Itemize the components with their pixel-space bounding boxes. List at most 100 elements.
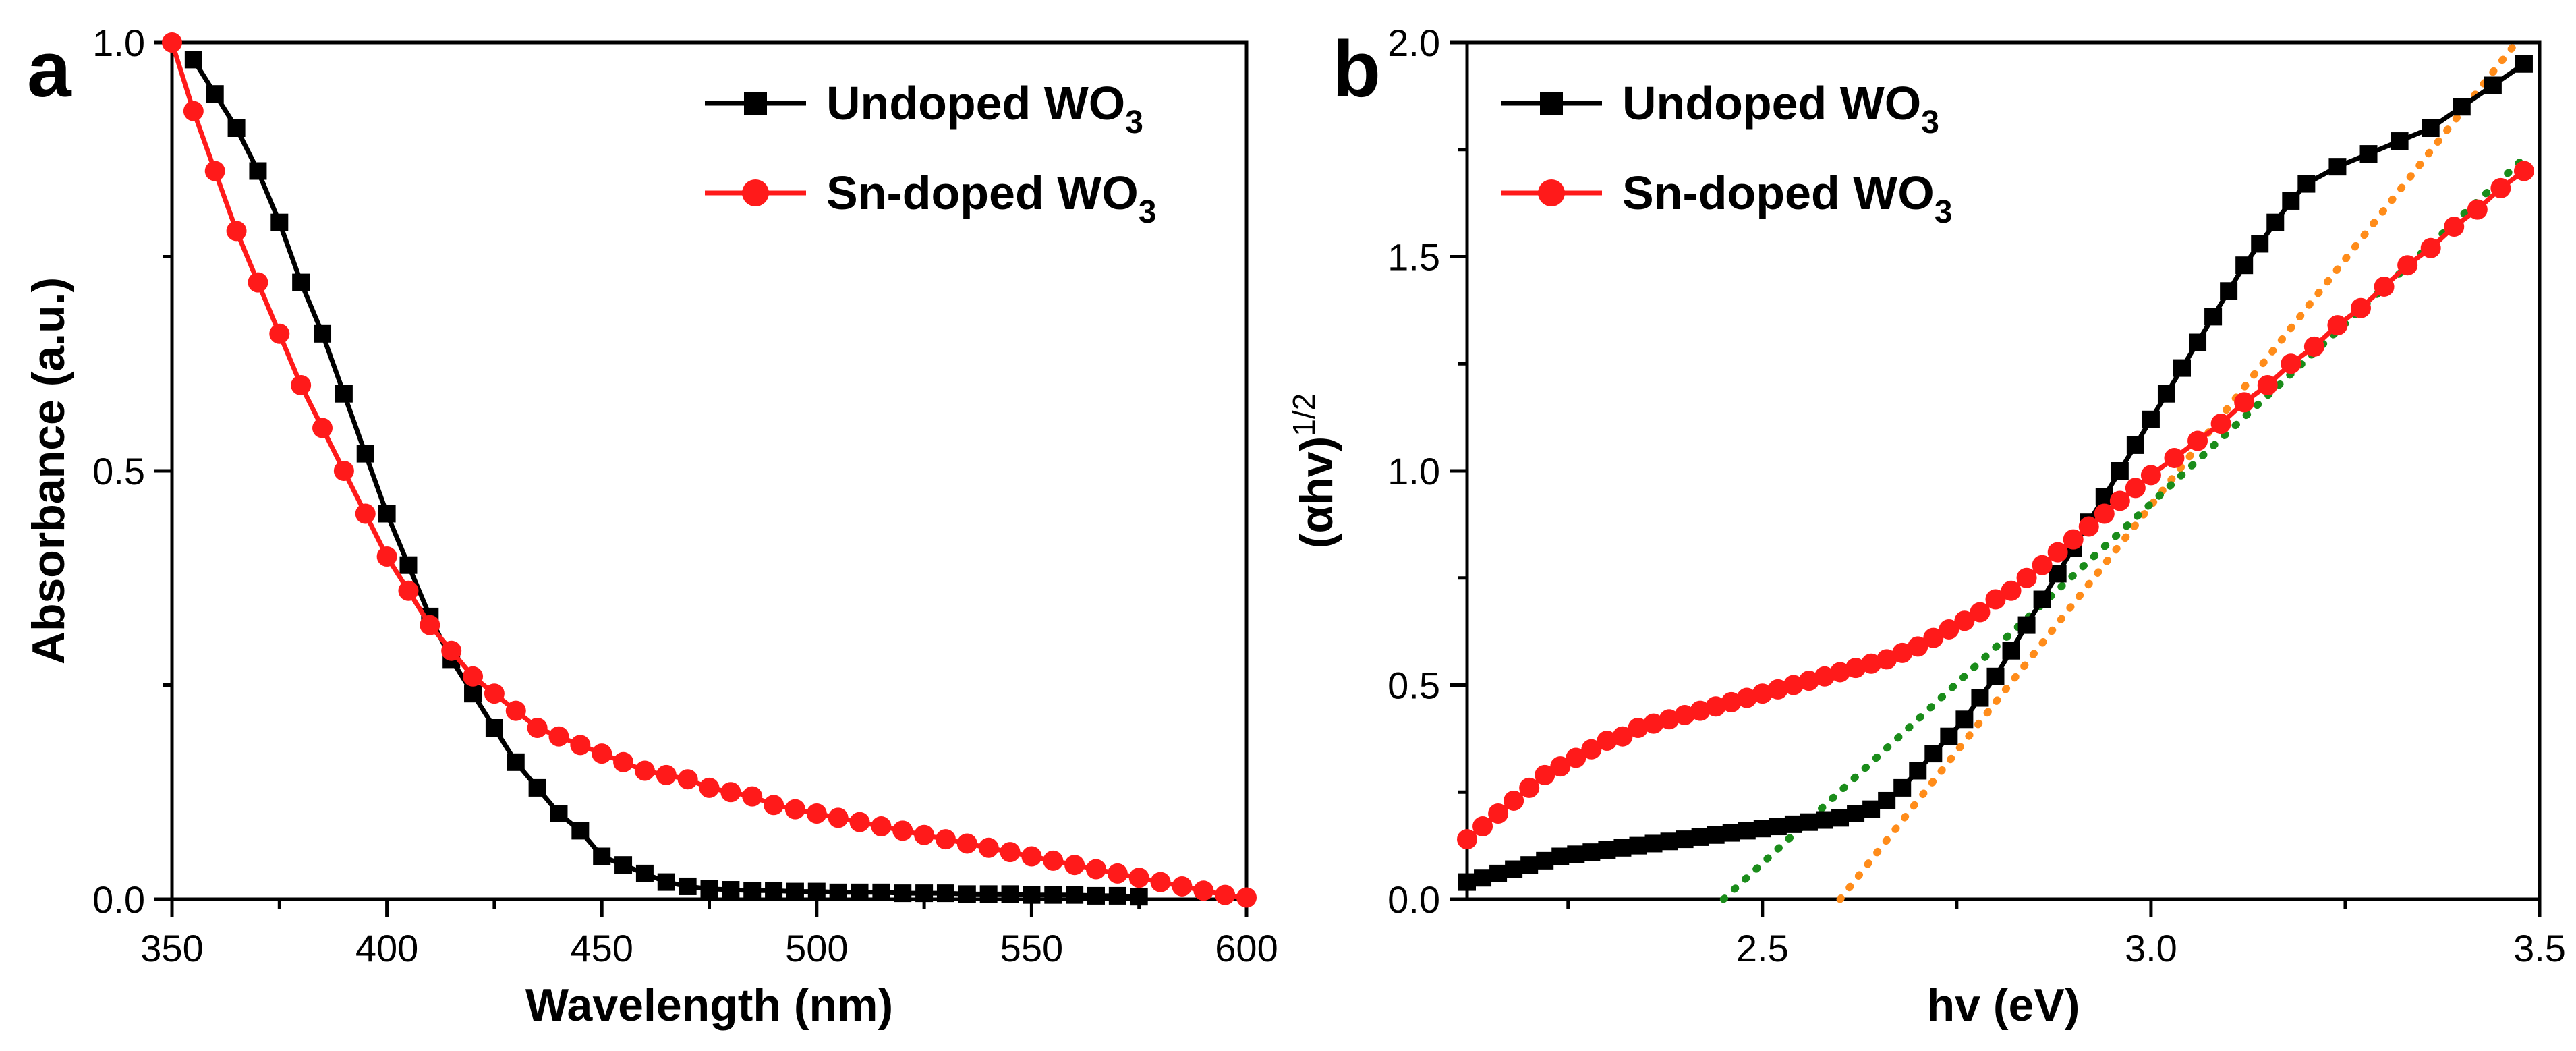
data-point-undoped [1831,809,1850,827]
data-point-sn-doped [2327,315,2348,336]
x-axis-title: hv (eV) [1927,979,2080,1031]
data-point-sn-doped [527,718,548,738]
data-point-undoped [1940,727,1958,745]
data-point-undoped [1644,834,1663,853]
data-point-sn-doped [764,795,784,816]
data-point-sn-doped [505,700,526,721]
data-point-sn-doped [355,503,376,524]
data-point-undoped [743,882,762,900]
data-point-undoped [2111,462,2129,480]
data-point-sn-doped [2078,516,2099,537]
data-point-undoped [1598,841,1616,859]
y-tick-label: 1.5 [1387,236,1440,279]
y-axis-title: Absorbance (a.u.) [23,277,74,664]
data-point-sn-doped [699,777,720,798]
legend-label-subscript: 3 [1921,105,1939,140]
x-tick-label: 450 [570,927,633,969]
data-point-sn-doped [1597,731,1618,751]
data-point-sn-doped [828,807,849,828]
data-point-sn-doped [956,833,977,854]
data-point-sn-doped [1612,726,1633,747]
data-point-sn-doped [1150,872,1171,892]
data-point-sn-doped [1923,627,1944,648]
data-point-undoped [1862,800,1881,818]
data-point-undoped [335,385,353,403]
data-point-sn-doped [2210,414,2231,434]
data-point-sn-doped [1581,739,1602,760]
data-point-undoped [657,873,675,891]
data-point-sn-doped [2001,580,2022,601]
data-point-undoped [571,822,590,840]
data-point-undoped [1023,886,1041,904]
y-tick-label: 0.5 [1387,664,1440,707]
data-point-sn-doped [1752,683,1773,704]
data-point-sn-doped [376,546,397,567]
data-point-undoped [206,85,224,103]
data-point-undoped [1924,745,1943,763]
data-point-undoped [1613,839,1632,857]
data-point-sn-doped [634,760,655,781]
x-tick-label: 500 [785,927,848,969]
data-point-undoped [1066,886,1084,904]
data-point-sn-doped [1628,718,1649,738]
data-point-undoped [1458,873,1476,891]
data-point-sn-doped [183,101,204,121]
x-tick-label: 2.5 [1736,927,1789,969]
tangent-line-b [1836,38,2520,903]
data-point-undoped [765,882,783,900]
data-point-undoped [2484,76,2502,94]
data-point-sn-doped [2257,375,2278,395]
data-point-sn-doped [398,580,419,601]
data-point-sn-doped [978,837,999,858]
y-tick-label: 0.0 [1387,878,1440,921]
legend-label-main: Sn-doped WO [826,167,1139,219]
data-point-undoped [1909,762,1927,780]
data-point-undoped [1691,828,1709,846]
y-axis-title-main: (αhv) [1291,436,1342,548]
data-point-sn-doped [1767,679,1788,700]
data-point-undoped [2515,55,2533,73]
data-point-undoped [485,719,503,737]
data-point-undoped [2189,333,2207,351]
data-point-undoped [184,51,202,69]
y-tick-label: 0.0 [92,878,145,921]
data-point-undoped [1971,689,1989,707]
data-point-sn-doped [2187,430,2208,451]
data-point-undoped [2235,256,2254,275]
data-point-sn-doped [548,726,569,747]
data-point-sn-doped [656,764,677,785]
data-point-sn-doped [1861,653,1882,674]
data-point-sn-doped [806,803,827,824]
data-point-undoped [635,864,654,882]
data-point-sn-doped [871,816,892,837]
data-point-sn-doped [269,323,290,344]
data-point-undoped [1629,836,1647,855]
legend-marker-undoped [1540,92,1563,115]
y-tick-label: 1.0 [92,22,145,64]
data-point-undoped [1847,805,1865,822]
data-point-sn-doped [1064,855,1085,876]
data-point-sn-doped [2351,297,2371,318]
data-point-undoped [1582,843,1601,861]
data-point-sn-doped [312,418,333,438]
data-point-undoped [786,882,804,901]
data-point-sn-doped [1107,863,1128,884]
data-point-undoped [1893,778,1912,797]
data-point-sn-doped [1783,675,1804,695]
data-point-sn-doped [1236,887,1257,908]
data-point-sn-doped [1643,713,1664,734]
data-point-undoped [1676,830,1694,849]
data-point-sn-doped [1954,610,1975,631]
data-point-undoped [2033,590,2051,608]
x-tick-label: 600 [1215,927,1278,969]
data-point-sn-doped [1488,803,1509,824]
legend-label-subscript: 3 [1139,194,1157,230]
data-point-undoped [2297,175,2316,193]
data-point-sn-doped [892,820,913,841]
data-point-undoped [1130,888,1148,906]
data-point-undoped [872,883,890,901]
data-point-undoped [1878,791,1896,809]
data-point-undoped [1087,886,1105,905]
data-point-undoped [1474,869,1492,887]
data-point-undoped [1738,822,1756,840]
